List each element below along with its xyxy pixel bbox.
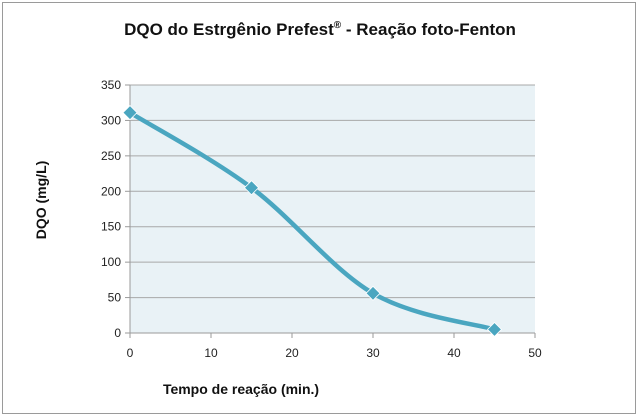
y-tick-label: 250 [101, 149, 121, 163]
x-axis-ticks: 0 10 20 30 40 50 [127, 333, 542, 360]
y-tick-label: 150 [101, 220, 121, 234]
x-tick-label: 0 [127, 346, 134, 360]
x-axis-label: Tempo de reação (min.) [163, 381, 319, 397]
y-tick-label: 200 [101, 184, 121, 198]
y-tick-label: 300 [101, 113, 121, 127]
data-point-marker [365, 285, 381, 301]
y-tick-label: 350 [101, 78, 121, 92]
plot-area [130, 85, 535, 333]
x-tick-label: 40 [447, 346, 461, 360]
series [122, 105, 503, 338]
y-axis-ticks: 0 50 100 150 200 250 300 350 [101, 78, 130, 340]
y-tick-label: 50 [108, 291, 122, 305]
chart-title-registered-mark: ® [334, 20, 342, 31]
data-point-marker [122, 105, 138, 121]
y-axis-label: DQO (mg/L) [33, 161, 49, 240]
series-line [127, 110, 497, 332]
x-tick-label: 50 [528, 346, 542, 360]
x-tick-label: 30 [366, 346, 380, 360]
axes [129, 85, 535, 334]
y-tick-label: 0 [114, 326, 121, 340]
data-point-marker [243, 180, 260, 196]
chart-title-suffix: - Reação foto-Fenton [341, 20, 516, 39]
chart-title: DQO do Estrgênio Prefest® - Reação foto-… [124, 20, 516, 39]
data-point-marker [486, 321, 503, 338]
y-tick-label: 100 [101, 255, 121, 269]
chart-title-main: DQO do Estrgênio Prefest [124, 20, 334, 39]
x-tick-label: 20 [285, 346, 299, 360]
x-tick-label: 10 [204, 346, 218, 360]
